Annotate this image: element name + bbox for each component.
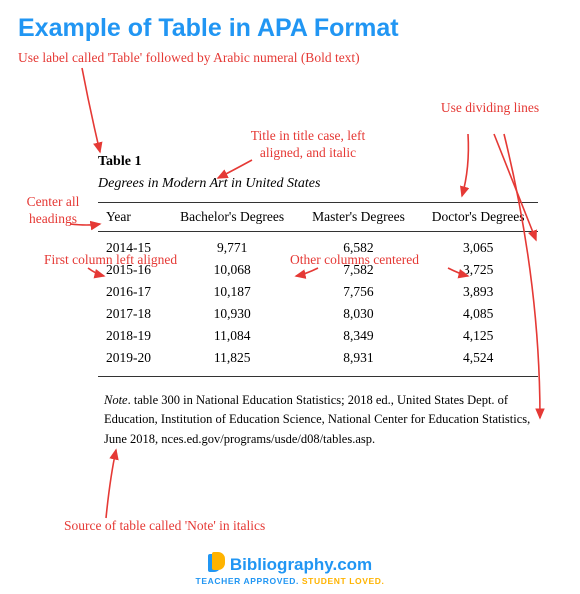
table-cell: 8,931 [299,347,419,377]
annotation-source: Source of table called 'Note' in italics [64,518,364,535]
table-cell: 10,187 [166,281,299,303]
col-header: Year [98,203,166,232]
table-caption: Degrees in Modern Art in United States [98,176,538,192]
col-header: Master's Degrees [299,203,419,232]
col-header: Doctor's Degrees [418,203,538,232]
tagline-1: TEACHER APPROVED. [196,576,302,586]
brand-name: Bibliography.com [230,555,372,574]
table-cell: 4,085 [418,303,538,325]
apa-table: Table 1 Degrees in Modern Art in United … [98,154,538,449]
table-cell: 4,125 [418,325,538,347]
table-cell: 10,068 [166,259,299,281]
table-cell: 2017-18 [98,303,166,325]
note-text: . table 300 in National Education Statis… [104,393,530,446]
table-cell: 4,524 [418,347,538,377]
table-cell: 2015-16 [98,259,166,281]
table-cell: 2019-20 [98,347,166,377]
annotation-dividing: Use dividing lines [438,100,542,117]
table-cell: 8,349 [299,325,419,347]
annotation-label: Use label called 'Table' followed by Ara… [18,50,418,67]
table-cell: 7,756 [299,281,419,303]
table-cell: 2018-19 [98,325,166,347]
table-cell: 2016-17 [98,281,166,303]
table-row: 2017-1810,9308,0304,085 [98,303,538,325]
table-cell: 11,084 [166,325,299,347]
table-row: 2016-1710,1877,7563,893 [98,281,538,303]
page-title: Example of Table in APA Format [0,0,580,47]
table-cell: 3,065 [418,232,538,260]
table-row: 2015-1610,0687,5823,725 [98,259,538,281]
col-header: Bachelor's Degrees [166,203,299,232]
table-cell: 6,582 [299,232,419,260]
table-cell: 3,725 [418,259,538,281]
table-note: Note. table 300 in National Education St… [98,391,538,449]
table-cell: 2014-15 [98,232,166,260]
table-cell: 7,582 [299,259,419,281]
annotation-centerhead: Center all headings [14,194,92,228]
table-cell: 11,825 [166,347,299,377]
table-row: 2014-159,7716,5823,065 [98,232,538,260]
table-cell: 8,030 [299,303,419,325]
logo-icon [208,552,228,574]
data-table: Year Bachelor's Degrees Master's Degrees… [98,202,538,377]
footer: Bibliography.com TEACHER APPROVED. STUDE… [0,552,580,586]
note-label: Note [104,393,128,407]
table-label: Table 1 [98,154,538,170]
tagline-2: STUDENT LOVED. [302,576,385,586]
table-cell: 10,930 [166,303,299,325]
table-cell: 9,771 [166,232,299,260]
table-row: 2019-2011,8258,9314,524 [98,347,538,377]
table-cell: 3,893 [418,281,538,303]
table-row: 2018-1911,0848,3494,125 [98,325,538,347]
